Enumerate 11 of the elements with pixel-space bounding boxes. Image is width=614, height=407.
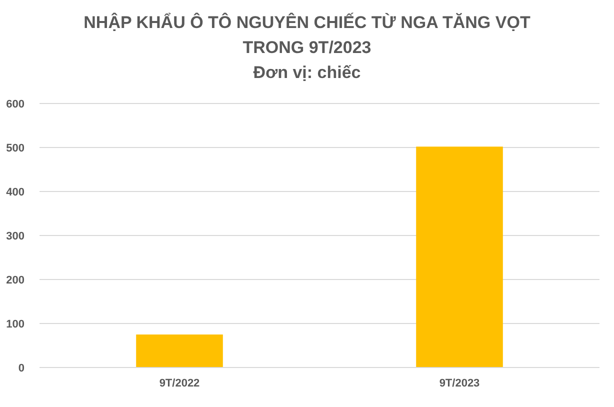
y-tick-label: 200 <box>6 274 25 286</box>
y-tick-label: 100 <box>6 318 25 330</box>
y-tick-label: 300 <box>6 230 25 242</box>
y-tick-label: 0 <box>18 362 25 374</box>
x-tick-label: 9T/2022 <box>159 378 200 390</box>
y-tick-label: 600 <box>6 98 25 110</box>
x-tick-label: 9T/2023 <box>439 378 480 390</box>
chart-title: NHẬP KHẨU Ô TÔ NGUYÊN CHIẾC TỪ NGA TĂNG VỌT TRONG 9T/2023 <box>84 12 530 59</box>
y-tick-label: 500 <box>6 142 25 154</box>
chart-subtitle: Đơn vị: chiếc <box>252 62 362 84</box>
y-tick-label: 400 <box>6 186 25 198</box>
